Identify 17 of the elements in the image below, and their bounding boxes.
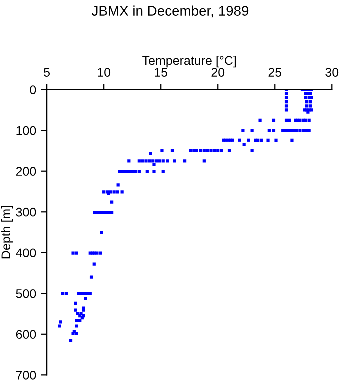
y-tick-label: 500	[16, 289, 36, 298]
y-tick-label: 0	[30, 86, 36, 95]
y-tick-label: 700	[16, 370, 36, 380]
x-tick-label: 15	[155, 68, 168, 77]
y-tick-label: 200	[16, 167, 36, 176]
x-tick-label: 30	[326, 68, 339, 77]
y-axis-title: Depth [m]	[1, 206, 14, 259]
x-tick-label: 25	[268, 68, 282, 77]
y-tick-label: 100	[16, 126, 36, 136]
y-tick-label: 400	[16, 248, 36, 258]
x-axis-title: Temperature [°C]	[142, 56, 236, 68]
y-tick-label: 300	[16, 208, 36, 217]
x-tick-label: 10	[98, 68, 111, 77]
x-tick-label: 20	[212, 68, 225, 77]
y-tick-label: 600	[16, 330, 36, 340]
x-tick-label: 5	[44, 68, 50, 77]
chart-title: JBMX in December, 1989	[92, 6, 249, 18]
